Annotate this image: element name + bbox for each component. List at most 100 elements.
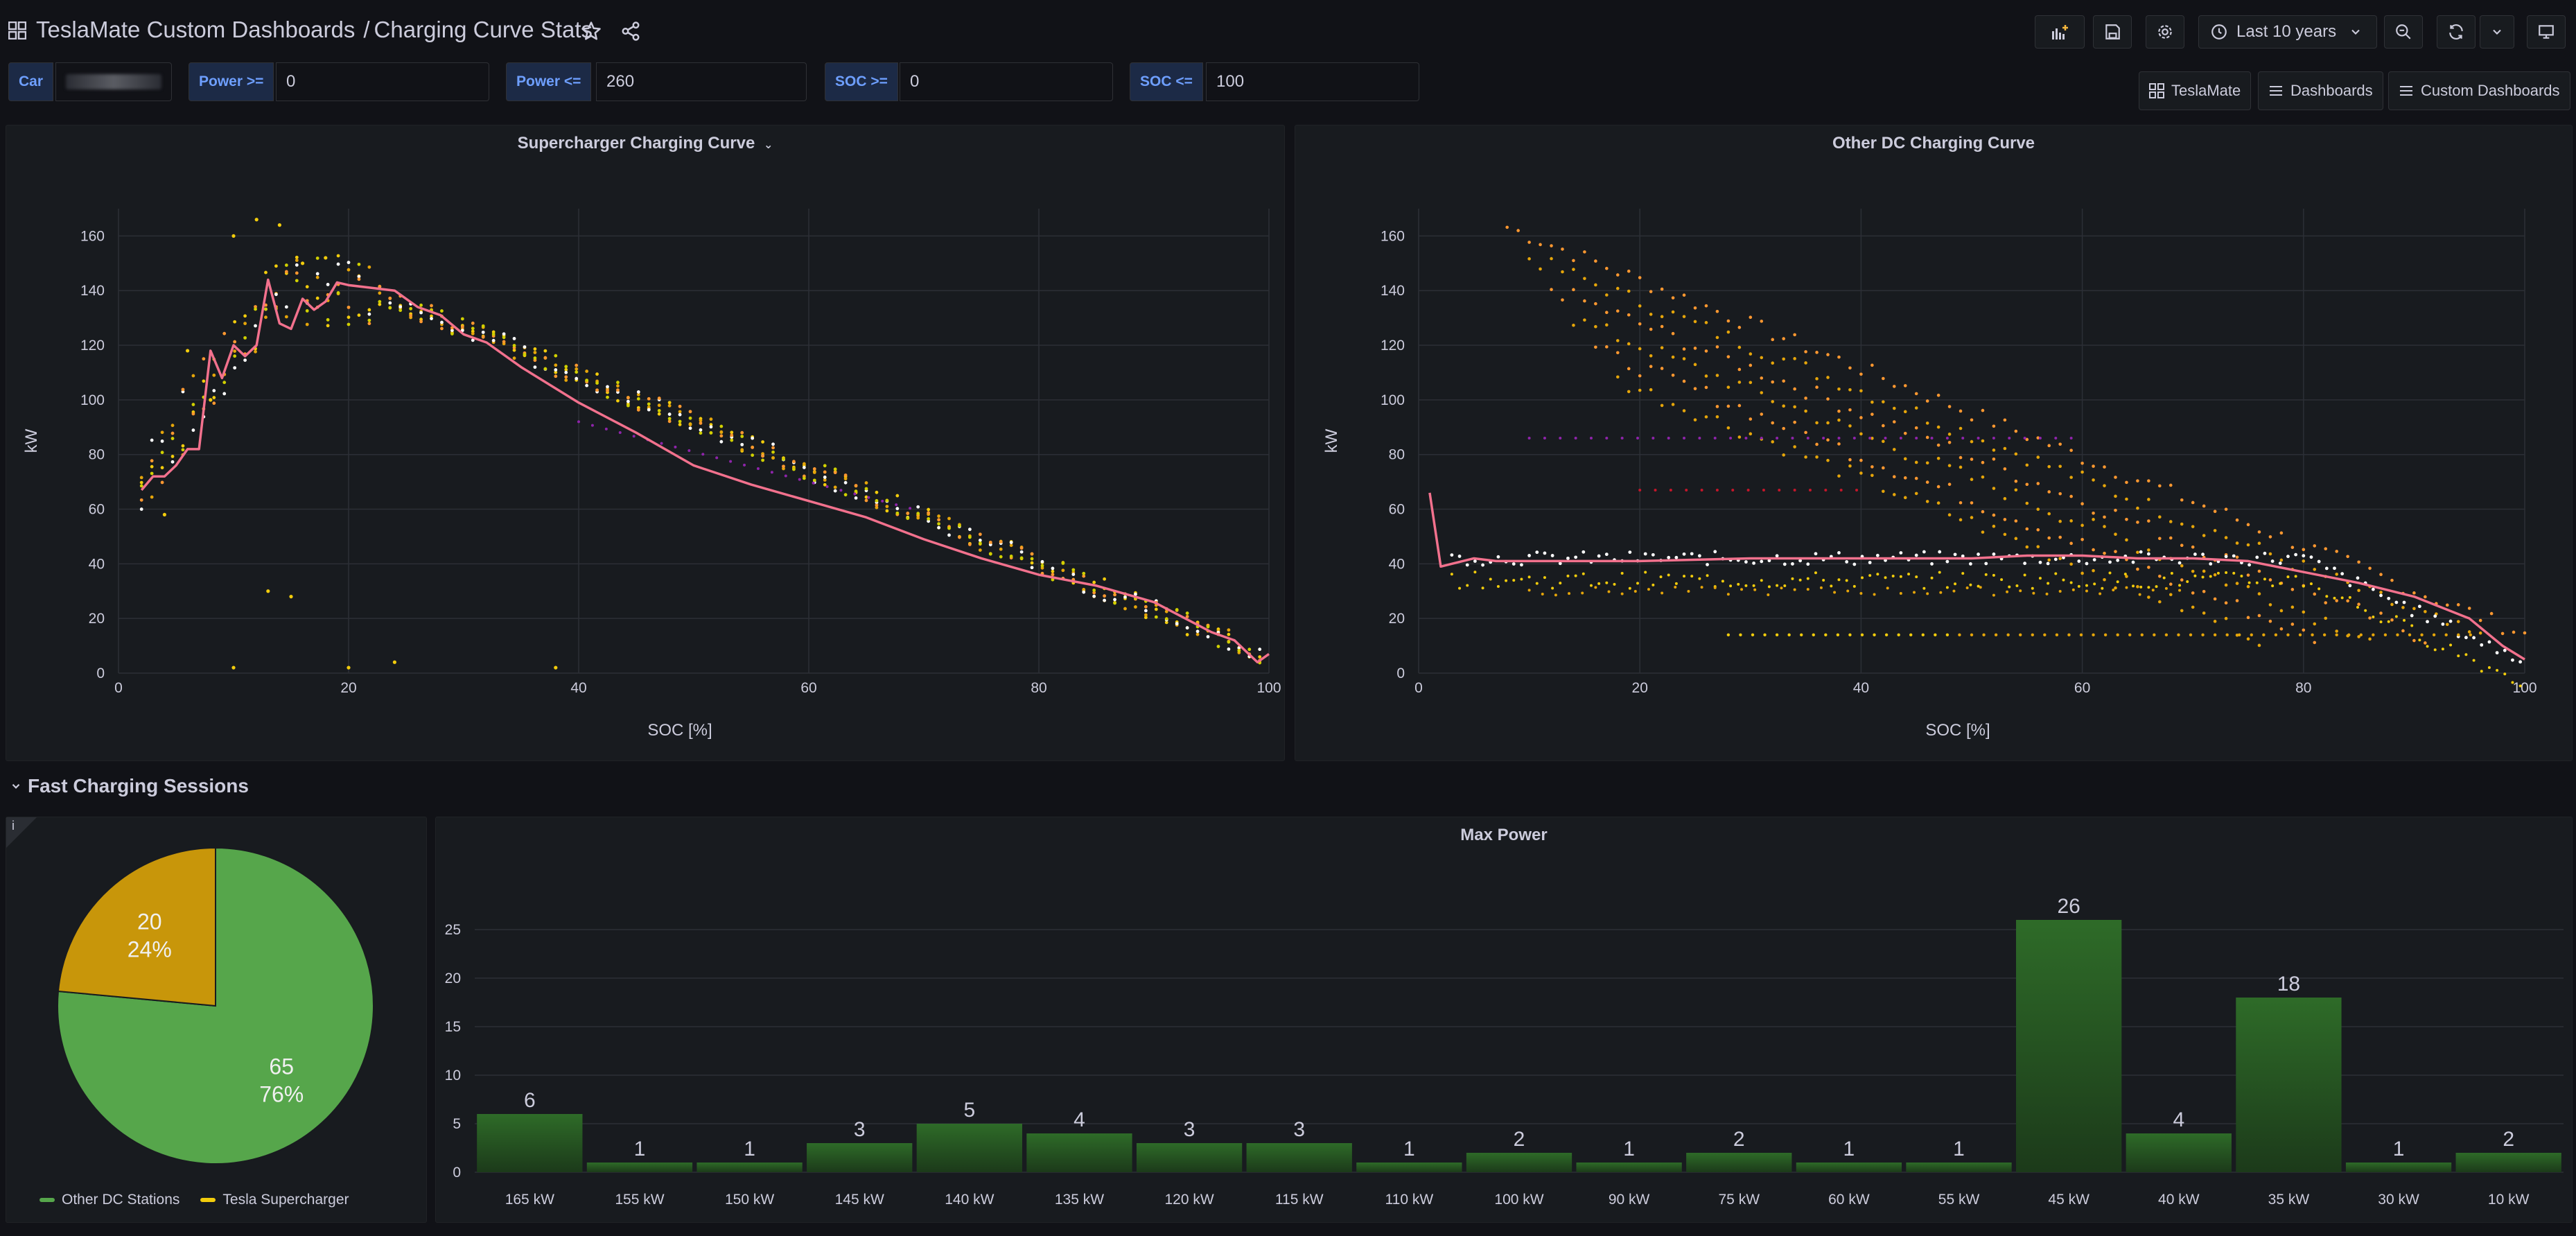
scatter-point <box>2077 559 2081 563</box>
share-icon[interactable] <box>620 21 641 42</box>
power-min-input[interactable]: 0 <box>276 62 489 101</box>
scatter-point <box>324 256 328 260</box>
scatter-point <box>1815 455 1819 459</box>
scatter-point <box>660 442 663 445</box>
scatter-point <box>688 416 692 420</box>
soc-min-input[interactable]: 0 <box>900 62 1113 101</box>
scatter-point <box>1737 326 1742 329</box>
supercharger-curve-plot[interactable]: 0 20 40 60 80 100 0 20 40 60 80 100 120 140 160 SOC [%]… <box>6 125 1286 762</box>
scatter-point <box>1836 633 1840 637</box>
zoom-out-button[interactable] <box>2384 15 2423 49</box>
save-dashboard-button[interactable] <box>2093 15 2132 49</box>
scatter-point <box>1700 488 1703 491</box>
link-dashboards[interactable]: Dashboards <box>2258 71 2383 110</box>
tv-mode-button[interactable] <box>2527 15 2566 49</box>
scatter-point <box>1806 562 1810 566</box>
x-tick-label: 115 kW <box>1275 1192 1324 1208</box>
refresh-interval-dropdown[interactable] <box>2480 15 2514 49</box>
refresh-button[interactable] <box>2437 15 2476 49</box>
scatter-point <box>1984 573 1988 576</box>
panel-info-corner[interactable] <box>6 817 37 848</box>
scatter-point <box>1649 365 1653 368</box>
time-range-picker[interactable]: Last 10 years <box>2198 15 2377 49</box>
scatter-point <box>1961 572 1965 575</box>
dashboard-title[interactable]: Charging Curve Stats <box>374 17 593 42</box>
apps-grid-icon[interactable] <box>8 21 26 40</box>
scatter-point <box>2053 557 2058 562</box>
scatter-point <box>1649 290 1653 293</box>
y-tick-label: 0 <box>453 1165 461 1181</box>
dashboard-settings-button[interactable] <box>2146 15 2184 49</box>
scatter-point <box>1868 561 1872 564</box>
info-icon[interactable]: i <box>12 819 15 833</box>
scatter-point <box>1970 501 1974 505</box>
scatter-point <box>1693 387 1697 390</box>
breadcrumb-parent[interactable]: TeslaMate Custom Dashboards <box>36 17 356 42</box>
scatter-point <box>284 270 288 274</box>
soc-max-input[interactable]: 100 <box>1206 62 1419 101</box>
scatter-point <box>2235 555 2239 559</box>
scatter-point <box>1583 299 1586 303</box>
max-power-panel-title[interactable]: Max Power <box>1460 826 1548 844</box>
scatter-point <box>1164 609 1168 613</box>
scatter-point <box>1855 488 1859 491</box>
scatter-point <box>2379 620 2383 624</box>
legend-label-other-dc: Other DC Stations <box>62 1192 180 1208</box>
scatter-point <box>1706 574 1709 577</box>
y-tick-label: 60 <box>89 502 105 518</box>
scatter-point <box>2232 571 2236 575</box>
other-dc-panel-title[interactable]: Other DC Charging Curve <box>1832 134 2035 153</box>
scatter-point <box>1195 632 1200 636</box>
scatter-point <box>1651 583 1655 586</box>
other-dc-curve-plot[interactable]: 0 20 40 60 80 100 0 20 40 60 80 100 120 140 160 SOC [%]… <box>1295 125 2573 762</box>
scatter-point <box>1882 466 1885 470</box>
supercharger-panel-title[interactable]: Supercharger Charging Curve ⌄ <box>6 134 1284 153</box>
scatter-point <box>1693 320 1697 324</box>
star-icon[interactable] <box>581 21 602 42</box>
scatter-point <box>564 378 568 382</box>
scatter-point <box>1804 455 1807 459</box>
scatter-point <box>1876 573 1880 576</box>
scatter-point <box>1671 373 1675 377</box>
link-custom-dashboards[interactable]: Custom Dashboards <box>2388 71 2570 110</box>
scatter-point <box>2189 633 2193 637</box>
scatter-point <box>2125 538 2128 542</box>
car-variable-select[interactable] <box>55 62 172 101</box>
scatter-point <box>1947 440 1952 444</box>
scatter-point <box>367 318 371 322</box>
scatter-point <box>1061 568 1065 573</box>
scatter-point <box>864 498 868 503</box>
add-panel-button[interactable] <box>2035 15 2085 49</box>
x-axis-label: SOC [%] <box>647 721 712 740</box>
scatter-point <box>1938 550 1942 554</box>
scatter-point <box>2402 600 2406 604</box>
scatter-point <box>233 354 237 358</box>
scatter-point <box>1992 458 1996 461</box>
scatter-point <box>2014 537 2018 541</box>
scatter-point <box>2357 602 2360 607</box>
row-fast-charging-sessions[interactable]: Fast Charging Sessions <box>10 775 249 797</box>
legend-item-other-dc[interactable]: Other DC Stations <box>40 1192 179 1208</box>
scatter-point <box>231 234 236 238</box>
scatter-point <box>2164 586 2168 590</box>
scatter-point <box>150 495 154 499</box>
scatter-point <box>999 547 1003 551</box>
scatter-point <box>1954 582 1957 586</box>
scatter-point <box>927 507 931 512</box>
scatter-point <box>1659 575 1663 579</box>
scatter-point <box>2503 648 2507 652</box>
scatter-point <box>2112 589 2115 592</box>
scatter-point <box>2136 479 2139 482</box>
scatter-point <box>2092 568 2095 573</box>
scatter-point <box>326 324 330 328</box>
legend-item-tesla[interactable]: Tesla Supercharger <box>200 1192 349 1208</box>
link-teslamate[interactable]: TeslaMate <box>2139 71 2252 110</box>
scatter-point <box>1572 323 1575 327</box>
scatter-point <box>875 490 879 494</box>
scatter-point <box>295 271 299 275</box>
scatter-point <box>1846 589 1850 593</box>
scatter-point <box>1740 588 1744 591</box>
power-max-input[interactable]: 260 <box>596 62 807 101</box>
